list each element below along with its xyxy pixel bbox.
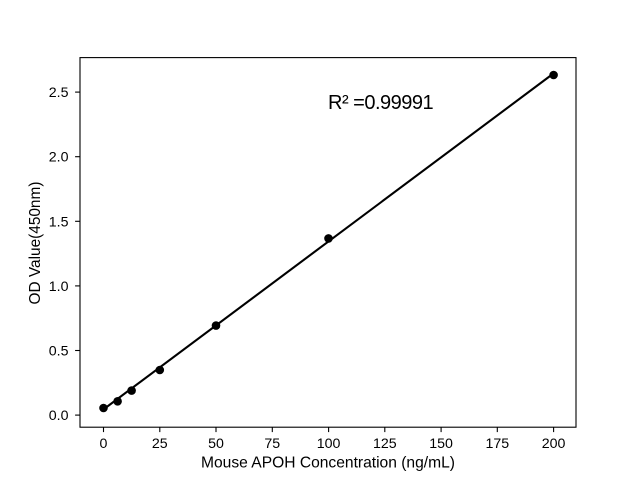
svg-text:R² =0.99991: R² =0.99991 <box>328 92 434 114</box>
svg-text:175: 175 <box>485 436 509 452</box>
svg-text:1.5: 1.5 <box>49 214 69 230</box>
svg-text:100: 100 <box>317 436 341 452</box>
svg-text:50: 50 <box>208 436 224 452</box>
svg-text:150: 150 <box>429 436 453 452</box>
svg-text:1.0: 1.0 <box>49 279 69 295</box>
svg-text:75: 75 <box>264 436 280 452</box>
svg-text:OD Value(450nm): OD Value(450nm) <box>27 182 44 305</box>
svg-text:125: 125 <box>373 436 397 452</box>
svg-text:0.5: 0.5 <box>49 344 69 360</box>
svg-text:2.5: 2.5 <box>49 85 69 101</box>
svg-text:25: 25 <box>152 436 168 452</box>
svg-text:0: 0 <box>100 436 108 452</box>
svg-text:2.0: 2.0 <box>49 150 69 166</box>
svg-text:200: 200 <box>542 436 566 452</box>
svg-text:0.0: 0.0 <box>49 408 69 424</box>
svg-text:Mouse APOH Concentration (ng/m: Mouse APOH Concentration (ng/mL) <box>201 454 455 471</box>
